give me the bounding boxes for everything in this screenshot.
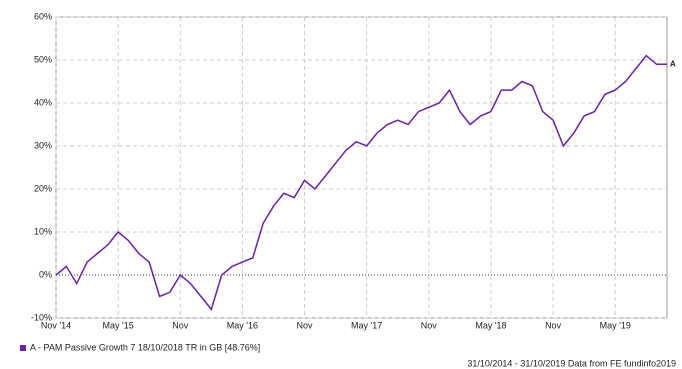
y-tick-label: 20% [34,183,52,193]
y-tick-label: 0% [39,269,52,279]
source-note: 31/10/2014 - 31/10/2019 Data from FE fun… [467,358,676,368]
y-tick-label: 30% [34,140,52,150]
x-tick-label: May '15 [103,320,134,330]
y-tick-label: 10% [34,226,52,236]
y-tick-label: 60% [34,11,52,21]
x-tick-label: May '17 [351,320,382,330]
x-tick-label: May '19 [600,320,631,330]
y-tick-label: 50% [34,54,52,64]
x-tick-label: Nov [297,320,314,330]
legend-label: A - PAM Passive Growth 7 18/10/2018 TR i… [30,342,260,352]
y-tick-label: -10% [31,312,52,322]
legend-swatch [20,345,26,351]
x-tick-label: May '18 [475,320,506,330]
x-tick-label: Nov '14 [41,320,71,330]
x-tick-label: Nov [421,320,438,330]
line [55,54,667,311]
x-tick-label: Nov [172,320,189,330]
end-label: A [670,59,676,68]
y-tick-label: 40% [34,97,52,107]
x-tick-label: May '16 [227,320,258,330]
x-tick-label: Nov [545,320,562,330]
plot-area [55,16,668,319]
